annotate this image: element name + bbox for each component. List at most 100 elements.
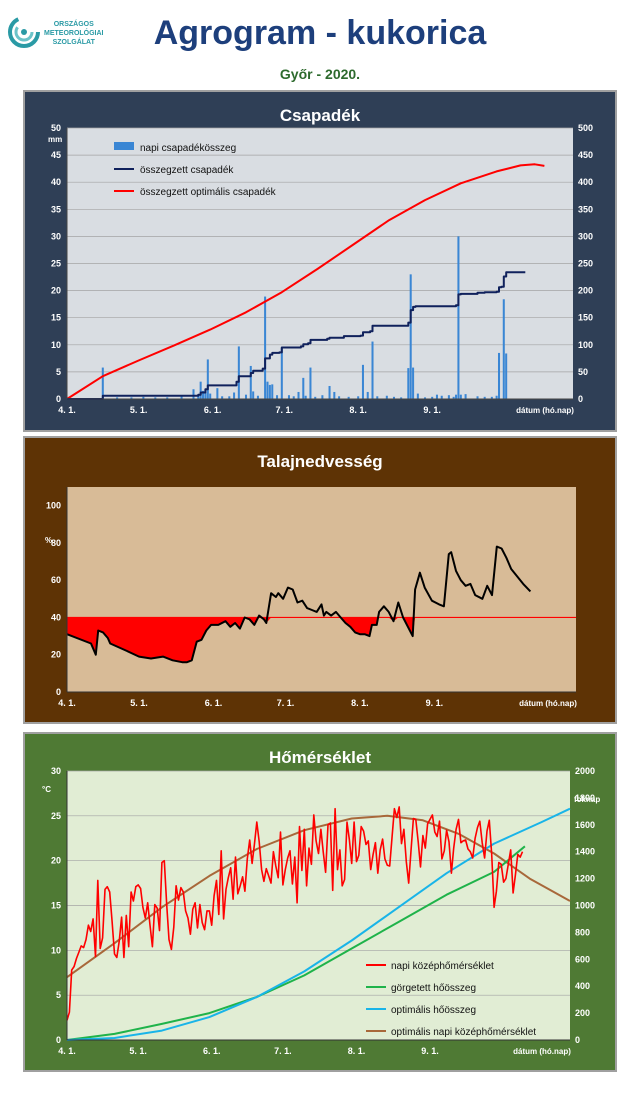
precip-bar (237, 346, 240, 399)
rolling-heat-sum-line (66, 845, 526, 1041)
left-tick-label: 5 (56, 367, 61, 377)
precip-bar (202, 390, 205, 399)
left-tick-label: 100 (46, 501, 61, 511)
precip-bar (464, 394, 467, 399)
soil-moisture-line (66, 545, 532, 664)
x-tick-label: 4. 1. (58, 1046, 76, 1056)
precip-bar (166, 397, 169, 399)
x-tick-label: 8. 1. (351, 698, 369, 708)
precip-bar (101, 367, 104, 399)
right-tick-label: 2000 (575, 766, 595, 776)
right-tick-label: 450 (578, 150, 593, 160)
right-tick-label: 350 (578, 204, 593, 214)
x-tick-label: 7. 1. (277, 698, 295, 708)
x-axis-label: dátum (hó.nap) (516, 406, 574, 415)
precip-bar (357, 396, 360, 399)
precip-bar (197, 394, 200, 399)
x-tick-label: 8. 1. (348, 1046, 366, 1056)
left-tick-label: 5 (56, 990, 61, 1000)
x-tick-label: 5. 1. (129, 1046, 147, 1056)
precip-bar (338, 396, 341, 399)
right-tick-label: 300 (578, 231, 593, 241)
precip-bar (116, 397, 119, 399)
logo-line: ORSZÁGOS (53, 21, 94, 28)
precip-bar (392, 396, 396, 399)
right-tick-label: 400 (578, 177, 593, 187)
left-tick-label: 10 (51, 340, 61, 350)
temperature-chart: Hőmérséklet 0 5 10 15 20 25 30 0 200 400 600 800 1000… (23, 732, 617, 1072)
precipitation-chart: Csapadék05101520253035404550050100150200… (23, 90, 617, 432)
x-tick-label: 6. 1. (205, 698, 223, 708)
x-tick-label: 9. 1. (426, 698, 444, 708)
right-tick-label: 1200 (575, 874, 595, 884)
precip-bar (447, 395, 450, 399)
right-tick-label: 500 (578, 123, 593, 133)
precip-bar (233, 392, 236, 399)
precip-bar (407, 368, 410, 399)
precip-bar (287, 395, 290, 399)
x-tick-label: 9. 1. (423, 405, 441, 415)
precip-bar (483, 396, 486, 399)
precip-bar (431, 396, 434, 399)
plot-area (67, 487, 576, 692)
precip-bar (252, 391, 255, 399)
left-tick-label: 10 (51, 945, 61, 955)
left-tick-label: 20 (51, 286, 61, 296)
y-unit-label: mm (48, 135, 62, 144)
precip-bar (333, 391, 336, 399)
legend-label: görgetett hőösszeg (391, 983, 476, 994)
soil-moisture-chart: Talajnedvesség 0 20 40 60 80 100% 4. 1. 5. 1. 6. … (23, 436, 617, 724)
precip-bar (424, 397, 427, 399)
right-tick-label: 0 (578, 394, 583, 404)
precip-bar (361, 364, 364, 399)
optimal-cumulative-line (66, 163, 545, 400)
precip-bar (371, 341, 374, 399)
page-subtitle: Győr - 2020. (279, 66, 361, 82)
precip-bar (490, 396, 493, 399)
y-right-unit-label: foknap (574, 795, 600, 804)
left-tick-label: 45 (51, 150, 61, 160)
precip-bar (347, 396, 350, 399)
precip-bar (385, 395, 388, 399)
left-tick-label: 0 (56, 1035, 61, 1045)
optimal-daily-temp-line (66, 814, 571, 979)
legend-swatch (114, 142, 134, 150)
y-unit-label: °C (42, 785, 51, 794)
precip-bar (376, 396, 379, 399)
precip-bar (142, 396, 145, 399)
left-tick-label: 15 (51, 313, 61, 323)
right-tick-label: 1600 (575, 820, 595, 830)
right-tick-label: 250 (578, 259, 593, 269)
optimal-heat-sum-line (66, 807, 571, 1041)
precip-bar (302, 377, 305, 399)
precip-bar (476, 396, 479, 399)
right-tick-label: 0 (575, 1035, 580, 1045)
precip-bar (249, 365, 252, 399)
logo-line: METEOROLÓGIAI (44, 30, 104, 37)
legend-label: optimális hőösszeg (391, 1005, 476, 1016)
page-title: Agrogram - kukorica (153, 14, 487, 52)
left-tick-label: 20 (51, 650, 61, 660)
left-tick-label: 0 (56, 394, 61, 404)
left-tick-label: 0 (56, 687, 61, 697)
x-tick-label: 4. 1. (58, 405, 76, 415)
precip-bar (304, 395, 307, 399)
precip-bar (409, 274, 412, 399)
right-tick-label: 800 (575, 927, 590, 937)
precip-bar (452, 396, 455, 399)
right-tick-label: 50 (578, 367, 588, 377)
chart-title: Csapadék (280, 106, 361, 125)
left-tick-label: 25 (51, 259, 61, 269)
x-tick-label: 7. 1. (274, 1046, 292, 1056)
precip-bar (309, 367, 312, 399)
precip-bar (264, 296, 267, 399)
logo: ORSZÁGOS METEOROLÓGIAI SZOLGÁLAT (8, 8, 138, 58)
x-axis-label: dátum (hó.nap) (513, 1047, 571, 1056)
x-tick-label: 6. 1. (203, 1046, 221, 1056)
precip-bar (497, 352, 501, 399)
precip-bar (416, 393, 419, 399)
left-tick-label: 20 (51, 856, 61, 866)
right-tick-label: 400 (575, 981, 590, 991)
legend-label: összegzett csapadék (140, 165, 234, 176)
precip-bar (435, 394, 438, 399)
